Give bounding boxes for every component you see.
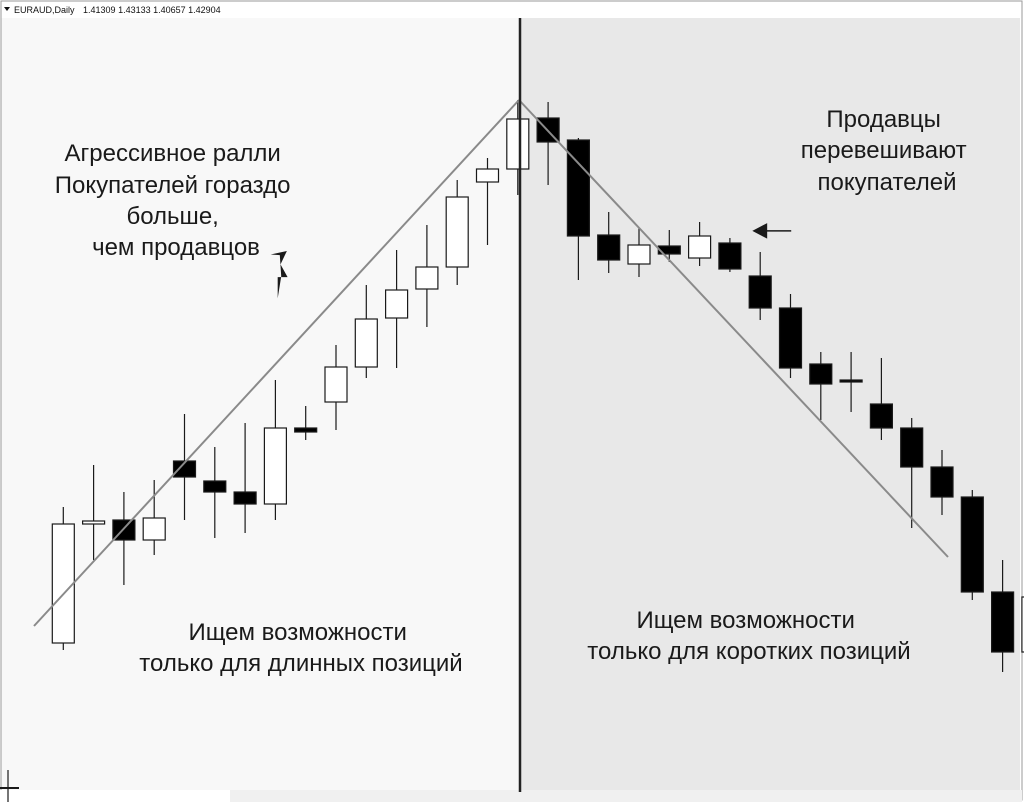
annotation-right-bottom-line: Ищем возможности xyxy=(636,607,854,634)
candle-body xyxy=(748,275,772,309)
candle-body xyxy=(0,787,19,789)
annotation-left-top-line: чем продавцов xyxy=(92,234,260,261)
candle-body xyxy=(81,520,106,525)
arrow-left-icon xyxy=(270,250,288,299)
candle-body xyxy=(1021,596,1024,653)
candle-body xyxy=(415,266,439,290)
annotation-right-top: Продавцы перевешивают покупателей xyxy=(801,106,974,196)
candle-body xyxy=(657,245,681,255)
trendline xyxy=(33,99,520,627)
candle-body xyxy=(566,139,591,237)
candle-body xyxy=(900,427,924,468)
candle-body xyxy=(869,403,894,429)
candle-body xyxy=(294,427,318,433)
candle-body xyxy=(354,318,378,368)
bottom-strip-right xyxy=(230,790,1022,802)
candle-body xyxy=(233,491,257,505)
candle-body xyxy=(263,427,287,505)
candle-body xyxy=(51,523,75,644)
candle-body xyxy=(475,168,500,183)
right-background xyxy=(520,18,1020,798)
candle-body xyxy=(142,517,166,541)
candle-body xyxy=(718,242,742,270)
candle-body xyxy=(385,289,409,319)
trendlines-group xyxy=(33,99,949,627)
candle-body xyxy=(990,591,1015,653)
candle-body xyxy=(203,480,227,493)
candle-body xyxy=(597,234,621,261)
arrow-right-icon xyxy=(752,223,792,239)
annotation-left-bottom-line: Ищем возможности xyxy=(188,619,406,646)
candle-body xyxy=(627,244,651,265)
candle-body xyxy=(172,460,197,478)
candles-group xyxy=(0,100,1024,802)
svg-text:EURAUD,Daily 1.41309 1.4: EURAUD,Daily 1.41309 1.43133 1.40657 1.4… xyxy=(14,5,221,15)
annotation-left-bottom-line: только для длинных позиций xyxy=(139,650,462,677)
candle-body xyxy=(445,196,469,268)
annotation-right-top-line: покупателей xyxy=(818,169,957,196)
candle-body xyxy=(687,235,712,259)
annotation-left-top-line: Покупателей гораздо xyxy=(55,172,291,199)
symbol-label: EURAUD,Daily xyxy=(14,5,75,15)
annotation-right-top-line: перевешивают xyxy=(801,137,967,164)
dropdown-triangle-icon[interactable] xyxy=(4,7,10,11)
candle-body xyxy=(778,307,803,369)
annotation-left-bottom: Ищем возможности только для длинных пози… xyxy=(139,619,462,677)
ohlc-values: 1.41309 1.43133 1.40657 1.42904 xyxy=(83,5,221,15)
candle-body xyxy=(930,466,954,498)
annotation-left-top: Агрессивное ралли Покупателей гораздо бо… xyxy=(55,140,297,261)
annotation-right-top-line: Продавцы xyxy=(826,106,941,133)
candle-body xyxy=(324,366,348,403)
trendline xyxy=(518,99,949,558)
annotation-left-top-line: Агрессивное ралли xyxy=(64,140,280,167)
candle-body xyxy=(506,118,530,170)
annotation-right-bottom: Ищем возможности только для коротких поз… xyxy=(587,607,910,665)
left-background xyxy=(1,18,520,798)
annotation-right-bottom-line: только для коротких позиций xyxy=(587,638,910,665)
candle-body xyxy=(839,379,863,383)
annotation-left-top-line: больше, xyxy=(126,203,218,230)
candle-body xyxy=(960,496,984,593)
candle-body xyxy=(809,363,833,385)
